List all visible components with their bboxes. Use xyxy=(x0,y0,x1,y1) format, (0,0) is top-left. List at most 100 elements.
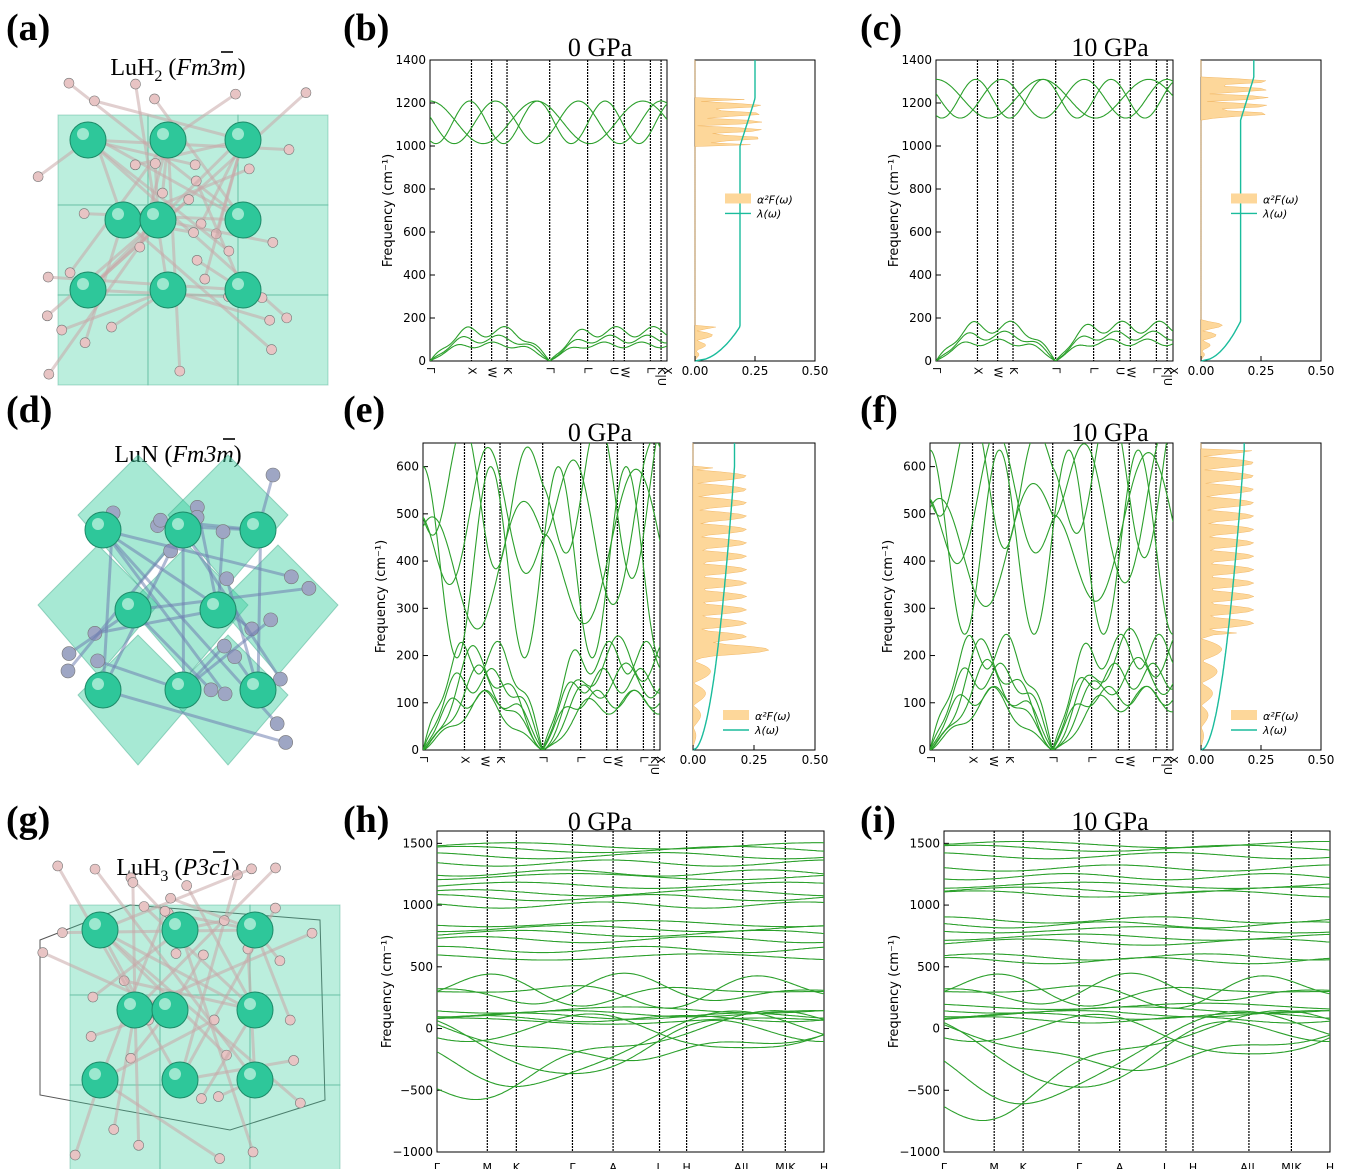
h-atom xyxy=(87,991,99,1003)
bond xyxy=(101,529,227,695)
imaginary-band xyxy=(944,1010,1330,1122)
acoustic-band xyxy=(423,689,660,750)
band-structure-chart: Γ X W K Γ L UW LK|UX0100200300400500600Frequenc… xyxy=(374,442,667,775)
h-atom xyxy=(149,93,160,105)
imaginary-band xyxy=(437,1010,824,1101)
bond xyxy=(131,882,137,1011)
h-atom xyxy=(89,863,101,875)
imaginary-band xyxy=(944,1013,1330,1055)
mid-band xyxy=(944,973,1330,1007)
kpoint-label: H xyxy=(1189,1161,1197,1169)
acoustic-band xyxy=(423,640,660,750)
y-tick-label: 0 xyxy=(425,1022,433,1036)
crystal-structure-lun xyxy=(37,454,339,766)
h-atom xyxy=(181,880,193,891)
bands xyxy=(423,443,660,750)
y-tick-label: 500 xyxy=(917,960,940,974)
atom-highlight xyxy=(244,998,256,1010)
kpoint-label: Γ xyxy=(1076,1161,1083,1169)
bond xyxy=(194,180,245,291)
h-atom xyxy=(57,927,68,938)
band-structure-chart: Γ X W K Γ L UW LK|UX0200400600800100012001400Fr… xyxy=(381,53,674,386)
h-atom xyxy=(127,877,139,888)
y-tick-label: 1000 xyxy=(395,139,426,153)
h-atom xyxy=(157,187,168,199)
atom-highlight xyxy=(232,128,244,140)
bond xyxy=(56,865,182,1081)
optical-band xyxy=(430,100,667,145)
lu-atom xyxy=(239,671,277,709)
x-tick-label: 0.25 xyxy=(1248,753,1275,767)
n-atom xyxy=(301,581,317,596)
h-atom xyxy=(170,948,182,959)
h-atom xyxy=(78,208,90,219)
kpoint-label: K xyxy=(501,367,514,375)
mid-band xyxy=(944,972,1330,1005)
h-atom xyxy=(174,365,186,377)
optical-band xyxy=(930,443,1159,584)
lu-atom xyxy=(236,1061,274,1099)
kpoint-label: Γ xyxy=(941,1161,948,1169)
y-tick-label: 0 xyxy=(418,354,426,368)
bond xyxy=(134,83,170,291)
pressure-title: 10 GPa xyxy=(1071,418,1149,447)
legend-lambda-label: λ(ω) xyxy=(1262,724,1287,737)
flat-band xyxy=(437,945,824,954)
n-atom xyxy=(215,524,231,539)
y-tick-label: 0 xyxy=(932,1022,940,1036)
plot-frame xyxy=(929,442,1174,751)
flat-band xyxy=(437,852,824,860)
atom-highlight xyxy=(77,278,89,290)
kpoint-label: U xyxy=(1112,756,1125,764)
imaginary-band xyxy=(944,1024,1330,1072)
acoustic-band xyxy=(936,330,1173,361)
x-tick-label: 0.25 xyxy=(742,364,769,378)
flat-band xyxy=(437,881,824,889)
bond xyxy=(143,905,257,1012)
kpoint-label: W xyxy=(992,367,1005,378)
flat-band xyxy=(944,953,1330,961)
flat-band xyxy=(437,873,824,881)
kpoint-label: K xyxy=(513,1161,521,1169)
panel-label: (e) xyxy=(343,389,385,431)
kpoint-label: A xyxy=(1116,1161,1124,1169)
panel-label: (g) xyxy=(6,799,50,841)
atom-highlight xyxy=(112,208,124,220)
y-tick-label: 1000 xyxy=(909,898,940,912)
x-tick-label: 0.50 xyxy=(802,753,829,767)
flat-band xyxy=(437,953,824,961)
h-atom xyxy=(63,77,75,89)
h-atom xyxy=(133,1140,144,1151)
flat-band xyxy=(944,886,1330,894)
y-tick-label: 1500 xyxy=(909,836,940,850)
legend-a2f-label: α²F(ω) xyxy=(1263,710,1299,723)
h-atom xyxy=(247,1146,259,1158)
flat-band xyxy=(944,926,1330,934)
h-atom xyxy=(56,324,68,336)
bond xyxy=(153,98,245,221)
kpoint-label: Γ xyxy=(569,1161,576,1169)
atom-highlight xyxy=(232,278,244,290)
optical-band xyxy=(930,449,1173,635)
eliashberg-chart: 0.00 0.25 0.50 α²F(ω)λ(ω) xyxy=(682,59,828,378)
lu-atom xyxy=(236,911,274,949)
h-atom xyxy=(306,927,318,939)
flat-band xyxy=(944,864,1330,872)
pressure-title: 10 GPa xyxy=(1071,807,1149,836)
bond xyxy=(112,1009,137,1130)
h-atom xyxy=(64,267,76,278)
flat-band xyxy=(437,936,824,944)
formula-subscript: 3 xyxy=(160,868,168,885)
formula-main: LuH xyxy=(116,855,160,881)
panel-label: (c) xyxy=(860,7,902,49)
kpoint-label: U xyxy=(1114,367,1127,375)
h-atom xyxy=(165,892,176,904)
lu-atom xyxy=(199,591,237,629)
h-atom xyxy=(191,254,203,266)
y-tick-label: 200 xyxy=(396,649,419,663)
kpoint-label: L xyxy=(1150,756,1163,763)
kpoint-label: W xyxy=(618,367,631,378)
optical-band xyxy=(423,466,660,659)
y-axis-label: Frequency (cm⁻¹) xyxy=(887,154,902,267)
bond xyxy=(99,1078,221,1160)
